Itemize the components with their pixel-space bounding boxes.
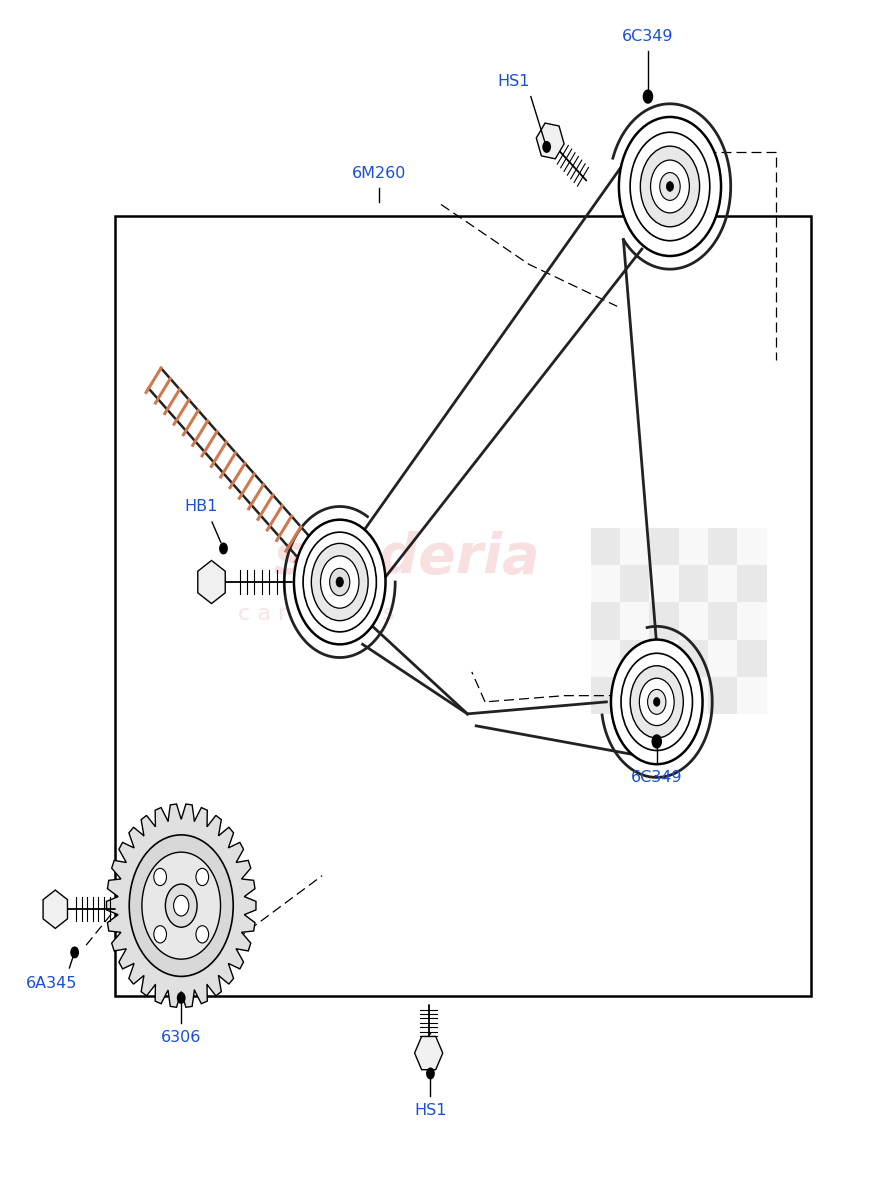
Circle shape [631, 666, 684, 738]
Polygon shape [415, 1037, 443, 1069]
Circle shape [426, 1068, 435, 1080]
Bar [708, 677, 737, 714]
Bar [737, 528, 766, 565]
Circle shape [652, 734, 662, 749]
Bar [591, 565, 620, 602]
Circle shape [542, 140, 551, 152]
Circle shape [196, 925, 209, 943]
Bar [737, 602, 766, 640]
Bar [708, 528, 737, 565]
Bar [708, 565, 737, 602]
Circle shape [311, 544, 368, 620]
Circle shape [654, 697, 660, 707]
Polygon shape [107, 804, 256, 1007]
Circle shape [621, 653, 692, 750]
Circle shape [219, 542, 228, 554]
Bar [737, 640, 766, 677]
Circle shape [647, 690, 666, 714]
Bar [649, 640, 679, 677]
Text: HB1: HB1 [185, 499, 218, 514]
Circle shape [142, 852, 220, 959]
Polygon shape [198, 560, 225, 604]
Bar [679, 602, 708, 640]
Bar [737, 565, 766, 602]
Circle shape [630, 132, 710, 241]
Circle shape [651, 160, 690, 212]
Bar [679, 640, 708, 677]
Circle shape [176, 992, 185, 1004]
Text: 6A345: 6A345 [26, 976, 78, 991]
Bar [620, 640, 649, 677]
Circle shape [660, 173, 680, 200]
Circle shape [639, 678, 674, 726]
Bar [591, 528, 620, 565]
Bar [679, 677, 708, 714]
Bar [620, 565, 649, 602]
Bar [591, 602, 620, 640]
Circle shape [336, 577, 343, 587]
Circle shape [320, 556, 359, 608]
Bar [591, 640, 620, 677]
Text: 6C349: 6C349 [631, 770, 683, 785]
Circle shape [667, 181, 674, 191]
Bar [708, 602, 737, 640]
Bar [708, 640, 737, 677]
Text: scuderia: scuderia [273, 532, 541, 586]
Bar [649, 528, 679, 565]
Text: 6M260: 6M260 [352, 166, 407, 181]
Text: HS1: HS1 [415, 1103, 446, 1118]
Bar [620, 677, 649, 714]
Circle shape [643, 89, 654, 103]
Text: 6C349: 6C349 [622, 29, 674, 44]
Circle shape [130, 835, 233, 977]
Circle shape [619, 116, 721, 256]
Polygon shape [43, 890, 68, 929]
Text: c a r   p a r t s: c a r p a r t s [238, 605, 395, 624]
Circle shape [71, 947, 79, 959]
Circle shape [611, 640, 703, 764]
Circle shape [153, 869, 167, 886]
Circle shape [303, 532, 377, 632]
Bar [679, 528, 708, 565]
Circle shape [165, 884, 197, 928]
Circle shape [640, 146, 699, 227]
Circle shape [330, 569, 350, 595]
Bar [620, 602, 649, 640]
Bar [649, 677, 679, 714]
Circle shape [294, 520, 385, 644]
Bar [679, 565, 708, 602]
Bar [737, 677, 766, 714]
Polygon shape [536, 124, 564, 158]
Bar [591, 677, 620, 714]
Circle shape [196, 869, 209, 886]
Bar [116, 216, 811, 996]
Text: HS1: HS1 [497, 73, 529, 89]
Bar [649, 565, 679, 602]
Bar [620, 528, 649, 565]
Circle shape [174, 895, 189, 916]
Text: 6306: 6306 [161, 1030, 201, 1045]
Circle shape [153, 925, 167, 943]
Bar [649, 602, 679, 640]
